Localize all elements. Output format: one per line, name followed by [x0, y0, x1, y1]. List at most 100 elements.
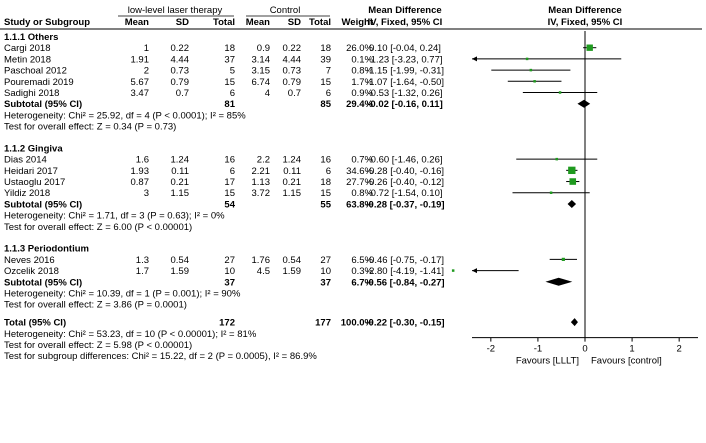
study-row-ci: 0.10 [-0.04, 0.24] [369, 43, 441, 54]
subtotal-row-llt-total: 81 [224, 99, 235, 110]
header-study: Study or Subgroup [4, 17, 90, 28]
study-row-ci: -0.60 [-1.46, 0.26] [368, 155, 443, 166]
study-row-ctrl-total: 16 [320, 155, 331, 166]
study-square [533, 80, 536, 83]
favours-left-label: Favours [LLLT] [516, 356, 579, 367]
study-row-weight: 27.7% [346, 177, 373, 188]
header-plot-title: Mean Difference [548, 5, 621, 16]
study-row-weight: 0.7% [351, 155, 373, 166]
header-ctrl-sd: SD [288, 17, 301, 28]
study-row-name: Neves 2016 [4, 255, 55, 266]
subtotal-row-name: Subtotal (95% CI) [4, 99, 82, 110]
study-square [555, 157, 558, 161]
heterogeneity-text: Heterogeneity: Chi² = 10.39, df = 1 (P =… [4, 288, 241, 299]
study-row-name: Metin 2018 [4, 54, 51, 65]
study-row-ctrl-sd: 0.79 [283, 77, 302, 88]
study-row-name: Sadighi 2018 [4, 88, 59, 99]
total-row-ctrl-total: 177 [315, 318, 331, 329]
overall-effect-text: Test for overall effect: Z = 0.34 (P = 0… [4, 122, 176, 133]
study-row-ctrl-mean: 1.76 [252, 255, 271, 266]
study-row-ci: -0.26 [-0.40, -0.12] [366, 177, 444, 188]
study-row-ci: -0.53 [-1.32, 0.26] [368, 88, 443, 99]
study-row-ctrl-mean: 4 [265, 88, 270, 99]
subgroup-title: 1.1.1 Others [4, 32, 58, 43]
total-row-weight: 100.0% [341, 318, 374, 329]
study-row-llt-total: 15 [224, 77, 235, 88]
study-row-ctrl-total: 10 [320, 266, 331, 277]
subtotal-row-ci: -0.56 [-0.84, -0.27] [365, 277, 444, 288]
study-row-llt-total: 10 [224, 266, 235, 277]
ci-line-arrow [472, 56, 477, 62]
total-diamond [570, 318, 578, 327]
study-row-ci: -0.72 [-1.54, 0.10] [368, 188, 443, 199]
subtotal-row-ci: -0.28 [-0.37, -0.19] [365, 199, 444, 210]
study-row-ctrl-total: 39 [320, 54, 331, 65]
subgroup-title: 1.1.2 Gingiva [4, 143, 63, 154]
study-row-name: Heidari 2017 [4, 166, 58, 177]
study-row-llt-mean: 3.47 [131, 88, 150, 99]
study-row-ctrl-sd: 0.11 [283, 166, 301, 177]
study-row-llt-sd: 0.79 [171, 77, 190, 88]
header-llt-sd: SD [176, 17, 189, 28]
header-md-method: IV, Fixed, 95% CI [368, 17, 443, 28]
subtotal-row-ctrl-total: 55 [320, 199, 331, 210]
total-row-ci: -0.22 [-0.30, -0.15] [365, 318, 444, 329]
study-row-ctrl-sd: 1.24 [283, 155, 302, 166]
footer-text: Test for overall effect: Z = 5.98 (P < 0… [4, 340, 192, 351]
study-row-ci: -1.07 [-1.64, -0.50] [366, 77, 444, 88]
subtotal-diamond [577, 99, 591, 108]
study-row-llt-sd: 0.54 [171, 255, 190, 266]
study-row-llt-sd: 4.44 [171, 54, 190, 65]
study-row-ctrl-total: 7 [326, 66, 331, 77]
subtotal-diamond [545, 277, 573, 286]
subtotal-row-ctrl-total: 37 [320, 277, 331, 288]
study-row-ctrl-mean: 0.9 [257, 43, 270, 54]
study-row-ctrl-sd: 0.21 [283, 177, 302, 188]
footer-text: Heterogeneity: Chi² = 53.23, df = 10 (P … [4, 329, 257, 340]
study-row-ctrl-mean: 6.74 [252, 77, 271, 88]
study-row-weight: 0.9% [351, 88, 373, 99]
header-plot-method: IV, Fixed, 95% CI [548, 17, 623, 28]
study-row-name: Cargi 2018 [4, 43, 50, 54]
study-row-llt-mean: 2 [144, 66, 149, 77]
study-square [586, 44, 593, 51]
study-row-weight: 0.3% [351, 266, 373, 277]
header-ctrl-mean: Mean [246, 17, 270, 28]
study-row-ctrl-sd: 0.7 [288, 88, 301, 99]
study-row-name: Dias 2014 [4, 155, 47, 166]
header-llt-group: low-level laser therapy [128, 5, 223, 16]
subtotal-row-ci: -0.02 [-0.16, 0.11] [367, 99, 443, 110]
study-row-ci: -0.46 [-0.75, -0.17] [366, 255, 444, 266]
study-row-ctrl-sd: 1.59 [283, 266, 302, 277]
study-row-llt-total: 6 [230, 88, 235, 99]
study-row-llt-sd: 1.24 [171, 155, 190, 166]
study-row-llt-total: 15 [224, 188, 235, 199]
study-row-ctrl-sd: 0.73 [283, 66, 302, 77]
study-row-llt-mean: 1.91 [131, 54, 150, 65]
subtotal-row-name: Subtotal (95% CI) [4, 277, 82, 288]
study-row-weight: 0.8% [351, 188, 373, 199]
x-tick-label: 0 [582, 344, 587, 355]
study-row-weight: 26.0% [346, 43, 373, 54]
study-row-weight: 6.5% [351, 255, 373, 266]
study-row-ctrl-total: 15 [320, 188, 331, 199]
study-row-weight: 1.7% [351, 77, 373, 88]
study-row-weight: 0.8% [351, 66, 373, 77]
subtotal-row-weight: 6.7% [351, 277, 373, 288]
study-square [558, 91, 562, 94]
study-square [525, 57, 529, 61]
study-row-weight: 34.6% [346, 166, 373, 177]
study-row-llt-sd: 0.22 [171, 43, 190, 54]
study-row-ctrl-mean: 3.14 [252, 54, 271, 65]
study-row-llt-total: 18 [224, 43, 235, 54]
subtotal-diamond [567, 199, 577, 208]
heterogeneity-text: Heterogeneity: Chi² = 25.92, df = 4 (P <… [4, 110, 246, 121]
subtotal-row-weight: 29.4% [346, 99, 373, 110]
study-row-llt-total: 6 [230, 166, 235, 177]
study-row-llt-mean: 0.87 [131, 177, 150, 188]
study-row-ci: -1.23 [-3.23, 0.77] [368, 54, 443, 65]
study-row-ctrl-sd: 0.22 [283, 43, 302, 54]
study-row-ctrl-mean: 3.72 [252, 188, 271, 199]
